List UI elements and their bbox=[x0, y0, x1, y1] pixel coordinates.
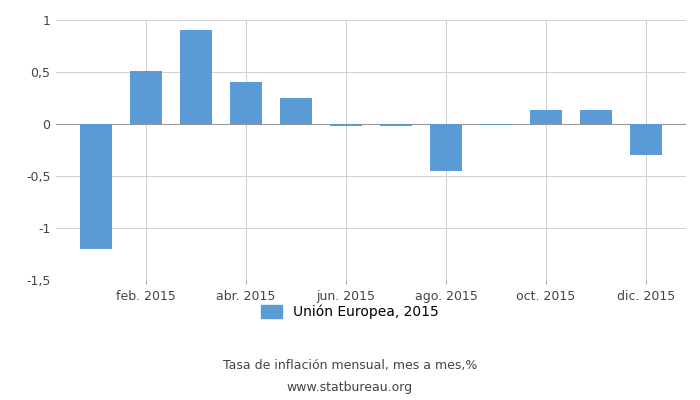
Text: www.statbureau.org: www.statbureau.org bbox=[287, 382, 413, 394]
Text: Tasa de inflación mensual, mes a mes,%: Tasa de inflación mensual, mes a mes,% bbox=[223, 360, 477, 372]
Bar bbox=[630, 124, 662, 155]
Bar bbox=[130, 71, 162, 124]
Bar bbox=[430, 124, 462, 171]
Bar bbox=[580, 110, 612, 124]
Bar bbox=[480, 124, 512, 125]
Bar bbox=[530, 110, 562, 124]
Legend: Unión Europea, 2015: Unión Europea, 2015 bbox=[261, 304, 439, 319]
Bar bbox=[230, 82, 262, 124]
Bar bbox=[330, 124, 363, 126]
Bar bbox=[280, 98, 312, 124]
Bar bbox=[180, 30, 212, 124]
Bar bbox=[80, 124, 112, 249]
Bar bbox=[379, 124, 412, 126]
